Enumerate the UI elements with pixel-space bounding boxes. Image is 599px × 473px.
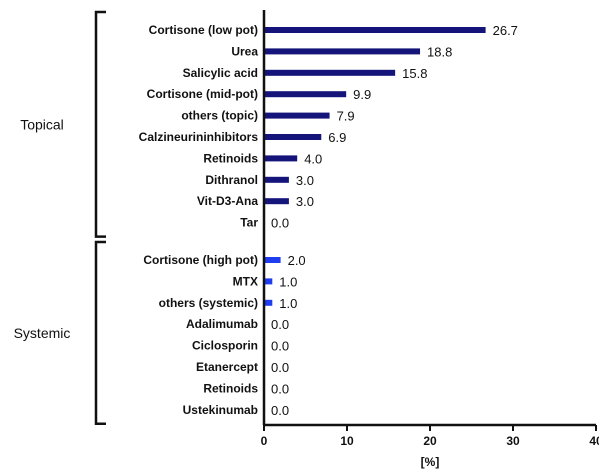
value-label: 0.0: [271, 360, 289, 375]
value-label: 0.0: [271, 216, 289, 231]
category-label: Ciclosporin: [192, 339, 258, 353]
category-label: Etanercept: [196, 360, 258, 374]
group-label: Systemic: [14, 325, 71, 341]
category-label: Tar: [240, 216, 258, 230]
bar-0-2: [264, 69, 396, 76]
value-label: 4.0: [304, 151, 322, 166]
x-tick-label: 20: [423, 434, 437, 448]
x-axis-title: [%]: [421, 455, 440, 469]
category-label: Cortisone (mid-pot): [147, 87, 258, 101]
x-tick-label: 30: [506, 434, 520, 448]
category-label: Cortisone (low pot): [149, 23, 258, 37]
x-tick-label: 0: [261, 434, 268, 448]
category-label: others (topic): [181, 109, 258, 123]
category-labels: Cortisone (low pot) Urea Salicylic acid Cor…: [139, 23, 259, 417]
value-label: 7.9: [337, 109, 355, 124]
value-label: 0.0: [271, 317, 289, 332]
value-labels: 26.7 18.815.8 9.9 7.9 6.9 4.0 3.0 3.0 0.0 2.0 1.0 1…: [271, 23, 518, 418]
bar-0-6: [264, 155, 298, 162]
category-label: Calzineurininhibitors: [139, 130, 259, 144]
axes: 0 10 20 30 40: [261, 10, 599, 448]
bar-1-0: [264, 257, 281, 263]
value-label: 26.7: [493, 23, 518, 38]
bracket-0: [94, 10, 106, 238]
value-label: 3.0: [296, 173, 314, 188]
category-label: others (systemic): [159, 296, 258, 310]
group-labels: Topical Systemic: [14, 116, 71, 341]
bar-0-7: [264, 176, 289, 183]
value-label: 0.0: [271, 381, 289, 396]
category-label: Urea: [231, 44, 258, 58]
bar-1-1: [264, 278, 273, 285]
value-label: 3.0: [296, 194, 314, 209]
group-brackets: [94, 10, 106, 426]
x-tick-label: 40: [589, 434, 599, 448]
bars: [264, 27, 486, 306]
category-label: Retinoids: [203, 381, 258, 395]
category-label: Retinoids: [203, 151, 258, 165]
bracket-1: [94, 240, 106, 426]
group-label: Topical: [20, 116, 64, 132]
value-label: 1.0: [279, 274, 297, 289]
value-label: 0.0: [271, 339, 289, 354]
bar-1-2: [264, 299, 273, 306]
value-label: 0.0: [271, 403, 289, 418]
category-label: MTX: [233, 274, 258, 288]
value-label: 18.8: [427, 44, 452, 59]
category-label: Dithranol: [205, 173, 258, 187]
category-label: Vit-D3-Ana: [197, 194, 258, 208]
bar-0-4: [264, 112, 330, 119]
category-label: Adalimumab: [186, 317, 258, 331]
bar-0-5: [264, 134, 322, 140]
x-tick-label: 10: [340, 434, 354, 448]
value-label: 9.9: [353, 87, 371, 102]
value-label: 1.0: [279, 296, 297, 311]
bar-0-1: [264, 48, 421, 55]
category-label: Cortisone (high pot): [143, 253, 258, 267]
category-label: Salicylic acid: [183, 66, 258, 80]
value-label: 15.8: [402, 66, 427, 81]
value-label: 2.0: [288, 253, 306, 268]
bar-0-8: [264, 198, 289, 205]
category-label: Ustekinumab: [183, 403, 258, 417]
bar-0-3: [264, 91, 347, 98]
value-label: 6.9: [328, 130, 346, 145]
bar-0-0: [264, 27, 486, 33]
